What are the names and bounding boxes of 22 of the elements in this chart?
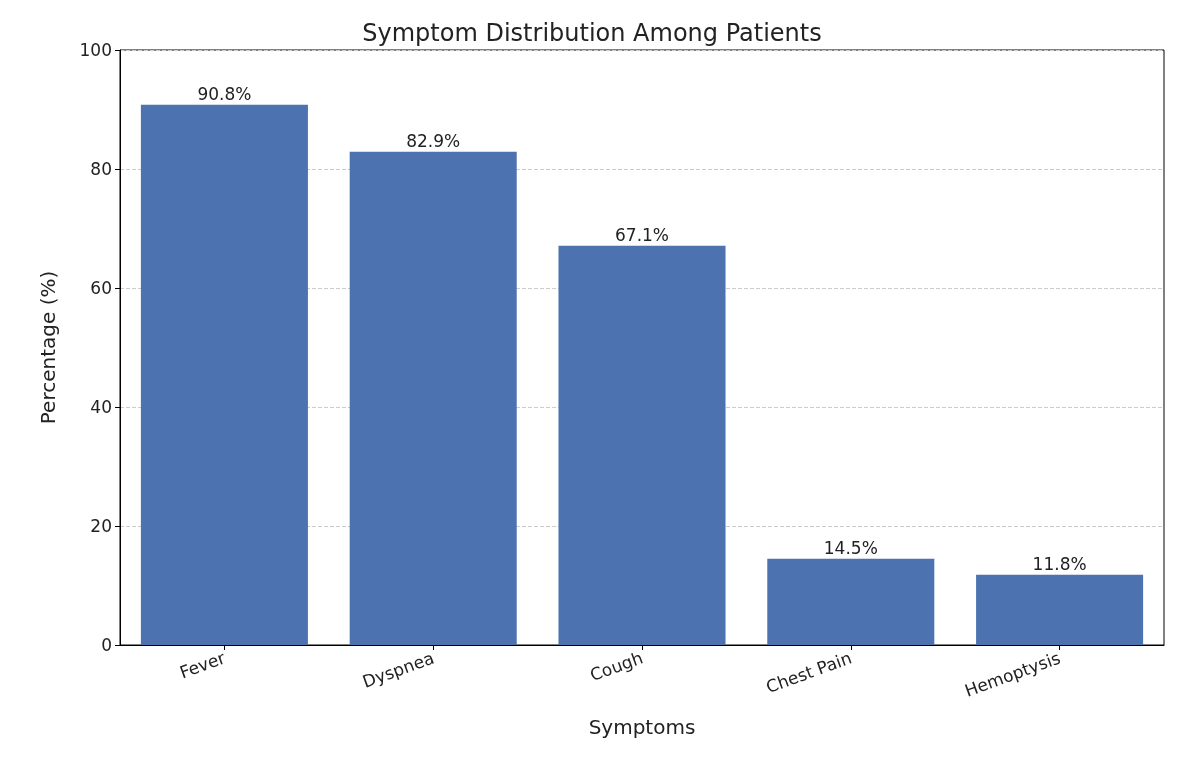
x-axis-title: Symptoms xyxy=(588,715,696,739)
x-tick-label: Fever xyxy=(176,647,228,683)
bar xyxy=(976,574,1144,645)
bar xyxy=(558,245,726,645)
y-tick-label: 20 xyxy=(90,516,112,536)
data-label: 14.5% xyxy=(823,538,878,559)
data-label: 82.9% xyxy=(406,131,461,152)
chart-title: Symptom Distribution Among Patients xyxy=(362,19,822,47)
y-tick-label: 0 xyxy=(101,635,112,655)
data-label: 67.1% xyxy=(614,225,670,246)
bar xyxy=(140,104,308,645)
x-tick-label: Cough xyxy=(587,647,646,686)
y-tick-label: 100 xyxy=(79,40,112,60)
data-label: 11.8% xyxy=(1032,554,1087,575)
data-label: 90.8% xyxy=(197,84,252,105)
bar xyxy=(349,151,517,645)
y-tick-label: 80 xyxy=(90,159,112,179)
bar xyxy=(767,558,935,645)
y-axis-title: Percentage (%) xyxy=(36,270,60,425)
y-tick-label: 60 xyxy=(90,278,112,298)
y-tick-label: 40 xyxy=(90,397,112,417)
x-tick-label: Chest Pain xyxy=(763,647,855,697)
